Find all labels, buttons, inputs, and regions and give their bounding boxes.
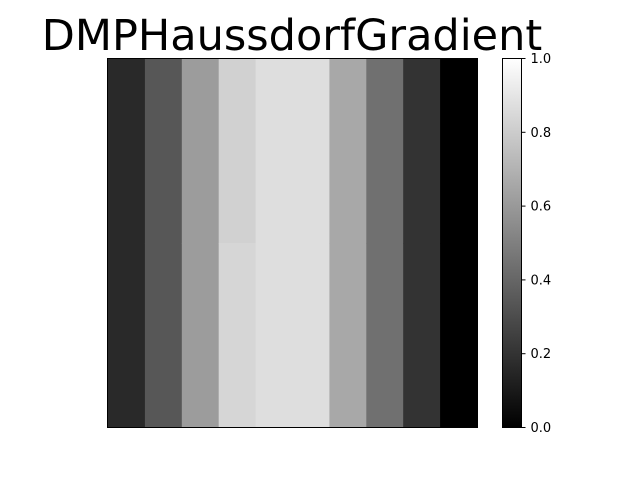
- heatmap-cell-1-upper: [144, 59, 183, 244]
- colorbar-tick-label: 0.0: [531, 421, 552, 436]
- heatmap-cell-7-lower: [366, 243, 404, 427]
- colorbar-ticks: 0.0 0.2 0.4 0.6 0.8 1.0: [521, 52, 552, 436]
- heatmap-cell-8-upper: [403, 59, 441, 244]
- colorbar-tick-label: 0.6: [531, 200, 552, 215]
- heatmap-cell-6-upper: [329, 59, 367, 244]
- heatmap-cell-9-lower: [440, 243, 478, 427]
- colorbar-tick-label: 0.8: [531, 126, 552, 141]
- heatmap-cell-0-upper: [108, 59, 146, 244]
- heatmap-cell-3-upper: [218, 59, 257, 244]
- heatmap-cell-5-upper: [292, 59, 330, 244]
- heatmap-cell-9-upper: [440, 59, 478, 244]
- chart-title: DMPHaussdorfGradient: [42, 11, 542, 61]
- heatmap-cell-4-upper: [255, 59, 294, 244]
- heatmap-cell-8-lower: [403, 243, 441, 427]
- heatmap-cell-0-lower: [108, 243, 146, 427]
- heatmap-cell-1-lower: [144, 243, 183, 427]
- heatmap-cell-5-lower: [292, 243, 330, 427]
- colorbar-tick-label: 1.0: [531, 52, 552, 67]
- heatmap-cell-2-upper: [181, 59, 220, 244]
- heatmap-frame: [107, 58, 478, 428]
- colorbar: 0.0 0.2 0.4 0.6 0.8 1.0: [502, 52, 552, 436]
- colorbar-tick-label: 0.4: [531, 273, 552, 288]
- heatmap-plot: [108, 59, 478, 427]
- heatmap-cell-7-upper: [366, 59, 404, 244]
- colorbar-gradient: [502, 58, 522, 428]
- heatmap-cell-2-lower: [181, 243, 220, 427]
- heatmap-cell-4-lower: [255, 243, 294, 427]
- heatmap-cell-3-lower: [218, 243, 257, 427]
- colorbar-tick-label: 0.2: [531, 347, 552, 362]
- heatmap-cell-6-lower: [329, 243, 367, 427]
